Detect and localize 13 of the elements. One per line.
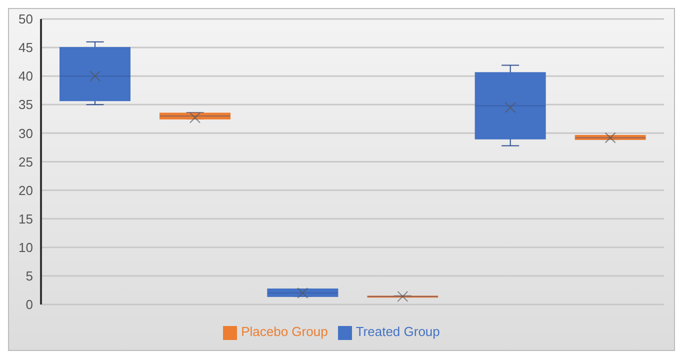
y-tick-label: 50 [18,12,33,27]
y-tick-label: 20 [18,182,33,198]
y-tick-label: 45 [18,40,33,56]
legend-label: Treated Group [356,324,440,340]
y-tick-label: 30 [18,126,33,141]
y-tick-label: 40 [18,68,33,84]
y-tick-label: 10 [18,240,33,255]
y-tick-label: 35 [18,97,33,112]
legend-label: Placebo Group [241,324,328,340]
y-tick-label: 15 [18,211,33,226]
y-tick-label: 5 [26,268,33,284]
y-tick-label: 0 [26,297,33,312]
y-tick-label: 25 [18,154,33,170]
